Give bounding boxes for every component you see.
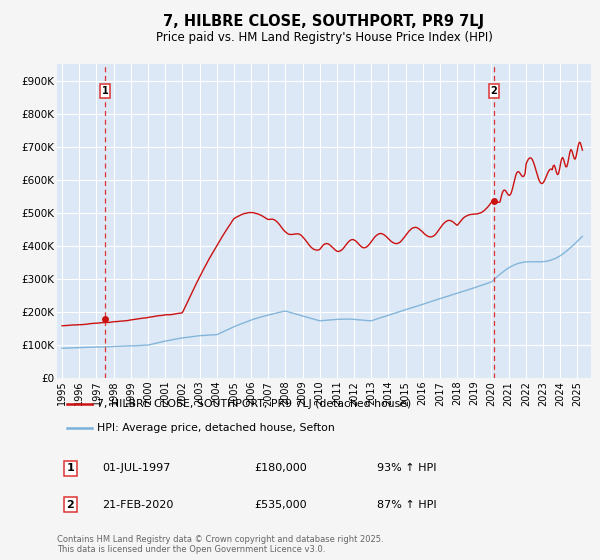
Text: £180,000: £180,000	[254, 463, 307, 473]
Text: 21-FEB-2020: 21-FEB-2020	[103, 500, 174, 510]
Text: Price paid vs. HM Land Registry's House Price Index (HPI): Price paid vs. HM Land Registry's House …	[155, 31, 493, 44]
Text: HPI: Average price, detached house, Sefton: HPI: Average price, detached house, Seft…	[97, 422, 335, 432]
Text: 01-JUL-1997: 01-JUL-1997	[103, 463, 171, 473]
Text: 2: 2	[67, 500, 74, 510]
Text: 1: 1	[102, 86, 109, 96]
Text: 87% ↑ HPI: 87% ↑ HPI	[377, 500, 437, 510]
Text: 1: 1	[67, 463, 74, 473]
Text: 2: 2	[490, 86, 497, 96]
Text: 93% ↑ HPI: 93% ↑ HPI	[377, 463, 437, 473]
Text: 7, HILBRE CLOSE, SOUTHPORT, PR9 7LJ: 7, HILBRE CLOSE, SOUTHPORT, PR9 7LJ	[163, 14, 485, 29]
Text: £535,000: £535,000	[254, 500, 307, 510]
Text: Contains HM Land Registry data © Crown copyright and database right 2025.
This d: Contains HM Land Registry data © Crown c…	[57, 535, 383, 554]
Text: 7, HILBRE CLOSE, SOUTHPORT, PR9 7LJ (detached house): 7, HILBRE CLOSE, SOUTHPORT, PR9 7LJ (det…	[97, 399, 412, 409]
